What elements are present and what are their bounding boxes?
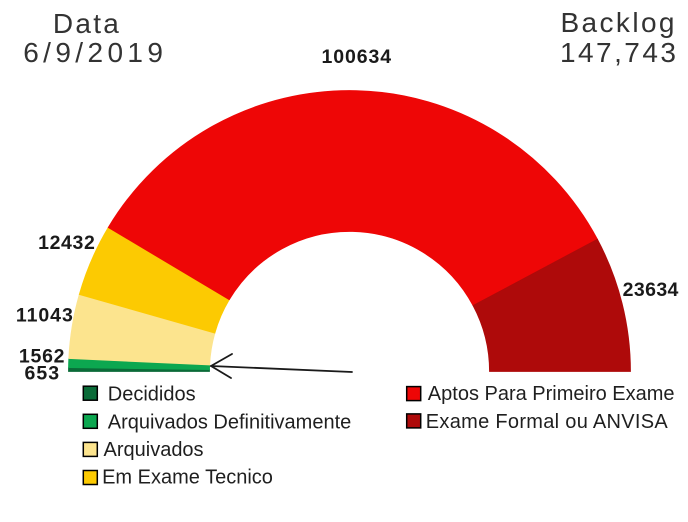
svg-text:653: 653 bbox=[25, 363, 61, 385]
svg-text:23634: 23634 bbox=[623, 279, 679, 301]
svg-text:6/9/2019: 6/9/2019 bbox=[23, 37, 167, 68]
svg-text:11043: 11043 bbox=[16, 305, 74, 327]
svg-text:Decididos: Decididos bbox=[108, 383, 196, 405]
svg-text:Arquivados Definitivamente: Arquivados Definitivamente bbox=[108, 411, 351, 433]
svg-text:Em Exame Tecnico: Em Exame Tecnico bbox=[102, 467, 273, 489]
svg-text:Data: Data bbox=[53, 8, 121, 39]
svg-text:100634: 100634 bbox=[322, 46, 392, 68]
svg-text:Exame Formal ou ANVISA: Exame Formal ou ANVISA bbox=[426, 411, 669, 433]
svg-text:1562: 1562 bbox=[19, 345, 65, 367]
svg-text:Backlog: Backlog bbox=[560, 7, 676, 38]
svg-text:12432: 12432 bbox=[38, 232, 95, 254]
svg-text:Arquivados: Arquivados bbox=[104, 439, 204, 461]
svg-text:Aptos Para Primeiro Exame: Aptos Para Primeiro Exame bbox=[428, 383, 675, 405]
svg-text:147,743: 147,743 bbox=[560, 37, 678, 68]
